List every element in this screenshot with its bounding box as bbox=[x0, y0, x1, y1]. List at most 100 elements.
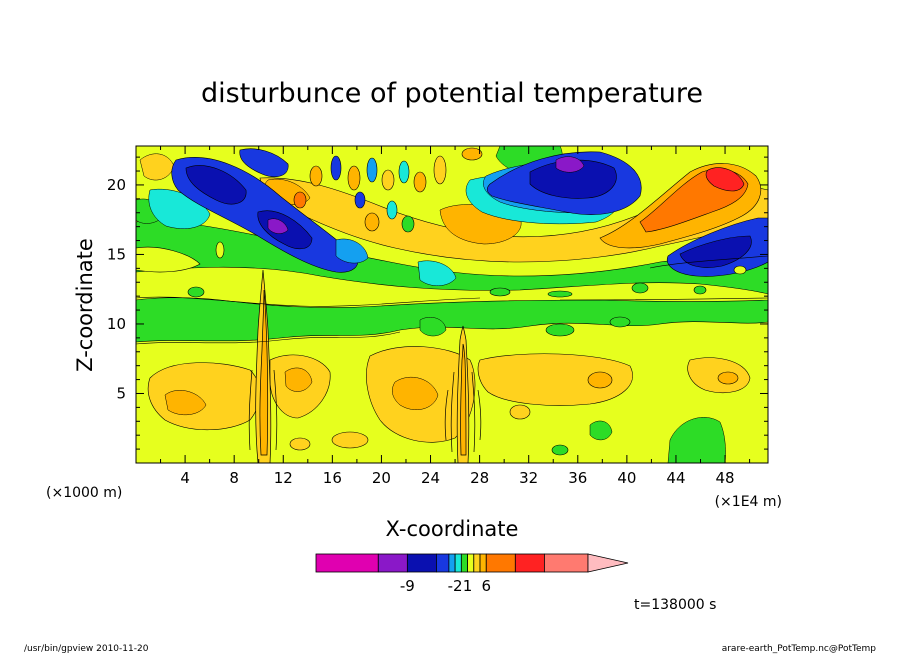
colorbar-segment bbox=[406, 553, 437, 573]
plume-center-outer bbox=[450, 371, 455, 453]
plume-center-inner bbox=[460, 343, 467, 456]
colorbar-segment bbox=[479, 553, 487, 573]
field-navy-top-left bbox=[239, 148, 289, 177]
x-tick-label: 12 bbox=[274, 469, 293, 487]
wave-cell-contour bbox=[413, 171, 427, 193]
field-middle-yellow-patch bbox=[136, 246, 201, 273]
small-contour bbox=[551, 444, 569, 456]
colorbar-segment bbox=[436, 553, 450, 573]
chart-title: disturbunce of potential temperature bbox=[201, 78, 703, 109]
contour-line bbox=[649, 255, 768, 269]
x-tick-label: 48 bbox=[716, 469, 735, 487]
field-purple-core-left bbox=[267, 218, 289, 234]
y-tick-label: 10 bbox=[107, 315, 126, 333]
field-cyan-region-mid bbox=[417, 260, 457, 286]
small-contour bbox=[587, 371, 613, 389]
plume-left-outer bbox=[248, 369, 253, 451]
colorbar-label: 6 bbox=[481, 577, 491, 595]
x-tick-label: 4 bbox=[180, 469, 190, 487]
x-tick-label: 44 bbox=[666, 469, 685, 487]
field-lower-darkorange-core-1 bbox=[164, 390, 207, 416]
footer-right: arare-earth_PotTemp.nc@PotTemp bbox=[722, 644, 877, 654]
field-wave-cells bbox=[293, 147, 483, 233]
small-contour bbox=[545, 323, 575, 337]
time-label: t=138000 s bbox=[634, 597, 716, 613]
colorbar-segment bbox=[448, 553, 456, 573]
colorbar-label: -9 bbox=[400, 577, 415, 595]
colorbar-segment bbox=[473, 553, 481, 573]
y-tick-label: 20 bbox=[107, 176, 126, 194]
small-contour bbox=[717, 371, 739, 385]
y-axis-label: Z-coordinate bbox=[73, 238, 97, 372]
x-tick-label: 16 bbox=[323, 469, 342, 487]
x-tick-label: 32 bbox=[519, 469, 538, 487]
small-contour bbox=[547, 290, 573, 298]
x-tick-label: 28 bbox=[470, 469, 489, 487]
field-small-contours bbox=[187, 241, 747, 456]
colorbar-segment bbox=[467, 553, 475, 573]
colorbar-labels: -9 -2 1 6 bbox=[400, 577, 491, 595]
colorbar-label: -2 bbox=[448, 577, 463, 595]
field-navy-core-right bbox=[679, 235, 752, 268]
x-tick-labels: 4 8 12 16 20 24 28 32 36 40 44 48 bbox=[180, 469, 734, 487]
small-contour bbox=[693, 285, 707, 295]
plot-frame bbox=[135, 145, 769, 464]
wave-cell-contour bbox=[347, 165, 361, 191]
wave-cell-contour bbox=[398, 160, 410, 184]
x-tick-label: 20 bbox=[372, 469, 391, 487]
colorbar-segment bbox=[454, 553, 462, 573]
field-lower-darkorange-core-3 bbox=[284, 367, 313, 392]
small-contour bbox=[733, 265, 747, 275]
field-lower-orange-blob-4 bbox=[477, 353, 633, 406]
contour-line bbox=[136, 296, 481, 307]
x-unit-left: (×1000 m) bbox=[46, 485, 122, 501]
footer-left: /usr/bin/gpview 2010-11-20 bbox=[24, 644, 149, 654]
field-lower-green-patch-3 bbox=[419, 317, 447, 337]
colorbar-segment bbox=[543, 553, 589, 573]
wave-cell-contour bbox=[401, 215, 415, 233]
wave-cell-contour bbox=[433, 155, 447, 185]
x-tick-label: 40 bbox=[617, 469, 636, 487]
plume-center-outer bbox=[477, 389, 482, 441]
small-contour bbox=[215, 241, 225, 259]
colorbar-segment bbox=[460, 553, 468, 573]
y-tick-label: 15 bbox=[107, 245, 126, 263]
contour-line bbox=[559, 297, 768, 301]
plume-left-inner bbox=[259, 289, 269, 456]
colorbar-label: 1 bbox=[463, 577, 473, 595]
field-purple-core-upper-right bbox=[555, 156, 585, 173]
wave-cell-contour bbox=[330, 155, 342, 181]
field-upper-red-core bbox=[705, 167, 745, 192]
field-navy-core-left-1 bbox=[185, 165, 247, 205]
small-contour bbox=[187, 286, 205, 298]
x-tick-label: 36 bbox=[568, 469, 587, 487]
x-tick-label: 24 bbox=[421, 469, 440, 487]
field-lower-green-patch-2 bbox=[589, 420, 613, 441]
small-contour bbox=[631, 282, 649, 294]
colorbar bbox=[315, 553, 629, 573]
wave-cell-contour bbox=[364, 212, 380, 232]
wave-cell-contour bbox=[354, 191, 366, 209]
field-vertical-plumes bbox=[248, 269, 482, 463]
small-contour bbox=[509, 404, 531, 420]
y-tick-labels: 5 10 15 20 bbox=[107, 176, 126, 403]
plume-center-outer bbox=[444, 389, 449, 441]
plume-center-outer bbox=[471, 371, 476, 453]
field-contour-lines bbox=[136, 255, 768, 345]
small-contour bbox=[489, 287, 511, 297]
colorbar-segment bbox=[377, 553, 408, 573]
x-tick-label: 8 bbox=[229, 469, 239, 487]
small-contour bbox=[331, 431, 369, 449]
wave-cell-contour bbox=[381, 169, 395, 191]
plot-area bbox=[136, 146, 768, 463]
colorbar-extension-arrow bbox=[587, 553, 629, 573]
axis-ticks bbox=[136, 146, 768, 463]
wave-cell-contour bbox=[461, 147, 483, 161]
x-unit-right: (×1E4 m) bbox=[715, 494, 782, 510]
field-middle-yellow-band bbox=[136, 266, 768, 308]
wave-cell-contour bbox=[386, 200, 398, 220]
y-tick-label: 5 bbox=[116, 384, 126, 402]
colorbar-segment bbox=[315, 553, 379, 573]
colorbar-segment bbox=[514, 553, 545, 573]
